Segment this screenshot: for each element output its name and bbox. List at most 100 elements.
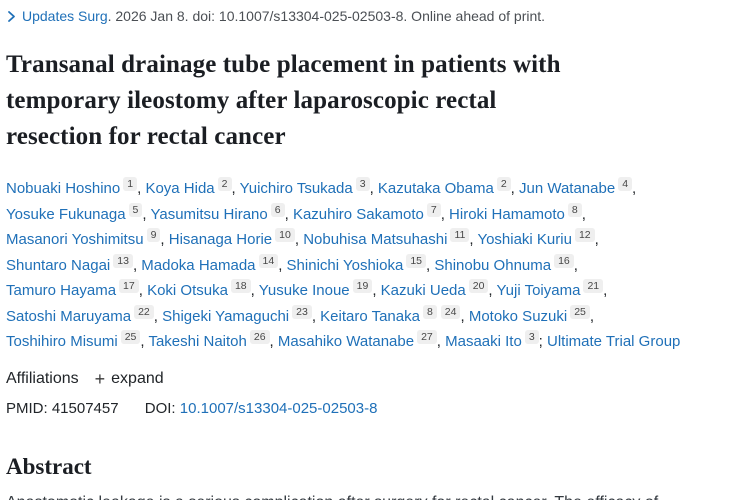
author-link[interactable]: Keitaro Tanaka <box>320 307 420 325</box>
author-line: Tamuro Hayama 17, Koki Otsuka 18, Yusuke I… <box>6 278 742 304</box>
affiliation-number-badge[interactable]: 23 <box>292 304 312 319</box>
affiliation-number-badge[interactable]: 1 <box>123 177 138 191</box>
author-link[interactable]: Satoshi Maruyama <box>6 307 132 325</box>
author-link[interactable]: Tamuro Hayama <box>6 282 117 299</box>
author-separator: , <box>278 256 287 274</box>
affiliation-number-badge[interactable]: 3 <box>355 177 370 191</box>
collaborator-group-link[interactable]: Ultimate Trial Group <box>547 333 681 350</box>
affiliation-number-badge[interactable]: 9 <box>146 228 161 242</box>
journal-link[interactable]: Updates Surg <box>22 8 108 24</box>
affiliation-number-badge[interactable]: 19 <box>352 279 373 293</box>
author-separator: , <box>632 180 637 197</box>
author-separator: , <box>460 307 469 325</box>
author-link[interactable]: Shinobu Ohnuma <box>434 256 552 274</box>
author-link[interactable]: Koki Otsuka <box>147 282 228 299</box>
author-separator: , <box>589 307 595 325</box>
author-line: Yosuke Fukunaga 5, Yasumitsu Hirano 6, Kaz… <box>6 202 742 228</box>
author-separator: , <box>140 333 149 350</box>
affiliation-number-badge[interactable]: 11 <box>450 228 470 242</box>
affiliation-number-badge[interactable]: 8 <box>567 202 582 217</box>
affiliations-label: Affiliations <box>6 369 79 387</box>
author-separator: , <box>510 180 519 197</box>
author-link[interactable]: Hiroki Hamamoto <box>449 205 565 223</box>
author-separator: ; <box>538 333 543 350</box>
affiliation-number-badge[interactable]: 10 <box>275 228 295 242</box>
article-title: Transanal drainage tube placement in pat… <box>6 51 561 150</box>
affiliation-number-badge[interactable]: 17 <box>119 279 139 293</box>
author-link[interactable]: Masanori Yoshimitsu <box>6 231 144 248</box>
author-separator: , <box>603 282 608 299</box>
affiliation-number-badge[interactable]: 14 <box>258 253 279 268</box>
affiliation-number-badge[interactable]: 12 <box>574 228 595 242</box>
author-separator: , <box>426 256 435 274</box>
affiliation-number-badge[interactable]: 18 <box>230 279 251 293</box>
affiliation-number-badge[interactable]: 20 <box>468 279 489 293</box>
affiliation-number-badge[interactable]: 2 <box>217 177 232 191</box>
author-link[interactable]: Kazuki Ueda <box>380 282 466 299</box>
plus-icon: + <box>94 368 106 389</box>
author-link[interactable]: Masaaki Ito <box>445 333 522 350</box>
journal-citation-bar: Updates Surg. 2026 Jan 8. doi: 10.1007/s… <box>6 6 742 26</box>
author-link[interactable]: Masahiko Watanabe <box>277 333 415 350</box>
author-separator: , <box>436 333 446 350</box>
author-link[interactable]: Jun Watanabe <box>519 180 616 197</box>
affiliations-expand-button[interactable]: + expand <box>95 368 164 390</box>
author-link[interactable]: Shigeki Yamaguchi <box>162 307 290 325</box>
author-link[interactable]: Takeshi Naitoh <box>148 333 247 350</box>
author-link[interactable]: Madoka Hamada <box>141 256 256 274</box>
affiliation-number-badge[interactable]: 21 <box>583 279 604 293</box>
author-link[interactable]: Hisanaga Horie <box>168 231 273 248</box>
author-link[interactable]: Shinichi Yoshioka <box>286 256 404 274</box>
affiliation-number-badge[interactable]: 6 <box>270 202 285 217</box>
author-line: Satoshi Maruyama 22, Shigeki Yamaguchi 23,… <box>6 304 742 330</box>
author-link[interactable]: Nobuhisa Matsuhashi <box>303 231 448 248</box>
author-link[interactable]: Motoko Suzuki <box>468 307 568 325</box>
affiliation-number-badge[interactable]: 7 <box>426 202 441 217</box>
affiliation-number-badge[interactable]: 26 <box>249 330 270 344</box>
author-separator: , <box>269 333 278 350</box>
citation-text: . 2026 Jan 8. doi: 10.1007/s13304-025-02… <box>107 8 546 24</box>
affiliation-number-badge[interactable]: 24 <box>440 304 461 319</box>
affiliation-number-badge[interactable]: 8 <box>422 304 437 319</box>
author-link[interactable]: Yuji Toiyama <box>496 282 581 299</box>
expand-label: expand <box>111 369 164 387</box>
author-separator: , <box>284 205 293 223</box>
author-link[interactable]: Yosuke Fukunaga <box>6 205 126 223</box>
author-link[interactable]: Koya Hida <box>145 180 215 197</box>
affiliation-number-badge[interactable]: 15 <box>406 253 426 268</box>
author-link[interactable]: Yusuke Inoue <box>258 282 350 299</box>
affiliations-row: Affiliations + expand <box>6 368 742 390</box>
affiliation-number-badge[interactable]: 25 <box>120 330 141 344</box>
affiliation-number-badge[interactable]: 4 <box>618 177 633 191</box>
author-separator: , <box>311 307 321 325</box>
affiliation-number-badge[interactable]: 2 <box>496 177 511 191</box>
author-separator: , <box>138 282 148 299</box>
author-line: Masanori Yoshimitsu 9, Hisanaga Horie 10, … <box>6 227 742 253</box>
author-separator: , <box>573 256 578 274</box>
author-link[interactable]: Shuntaro Nagai <box>6 256 111 274</box>
pmid-label: PMID: <box>6 399 48 417</box>
abstract-heading: Abstract <box>6 453 92 479</box>
author-separator: , <box>231 180 240 197</box>
author-link[interactable]: Yuichiro Tsukada <box>239 180 353 197</box>
affiliation-number-badge[interactable]: 16 <box>554 253 574 268</box>
author-list: Nobuaki Hoshino 1, Koya Hida 2, Yuichiro T… <box>6 176 742 355</box>
author-link[interactable]: Nobuaki Hoshino <box>6 180 121 197</box>
affiliation-number-badge[interactable]: 13 <box>113 253 133 268</box>
doi-link[interactable]: 10.1007/s13304-025-02503-8 <box>179 399 378 417</box>
affiliation-number-badge[interactable]: 5 <box>128 202 143 217</box>
author-link[interactable]: Toshihiro Misumi <box>6 333 118 350</box>
chevron-right-icon[interactable] <box>6 10 17 23</box>
author-link[interactable]: Yasumitsu Hirano <box>150 205 268 223</box>
doi-label: DOI: <box>144 399 176 417</box>
identifiers-row: PMID: 41507457 DOI: 10.1007/s13304-025-0… <box>6 398 742 419</box>
author-separator: , <box>142 205 151 223</box>
affiliation-number-badge[interactable]: 27 <box>417 330 437 344</box>
affiliation-number-badge[interactable]: 25 <box>570 304 590 319</box>
affiliation-number-badge[interactable]: 22 <box>134 304 154 319</box>
affiliation-number-badge[interactable]: 3 <box>524 330 539 344</box>
author-link[interactable]: Kazutaka Obama <box>377 180 494 197</box>
author-link[interactable]: Yoshiaki Kuriu <box>477 231 572 248</box>
author-separator: , <box>369 180 378 197</box>
author-link[interactable]: Kazuhiro Sakamoto <box>292 205 424 223</box>
